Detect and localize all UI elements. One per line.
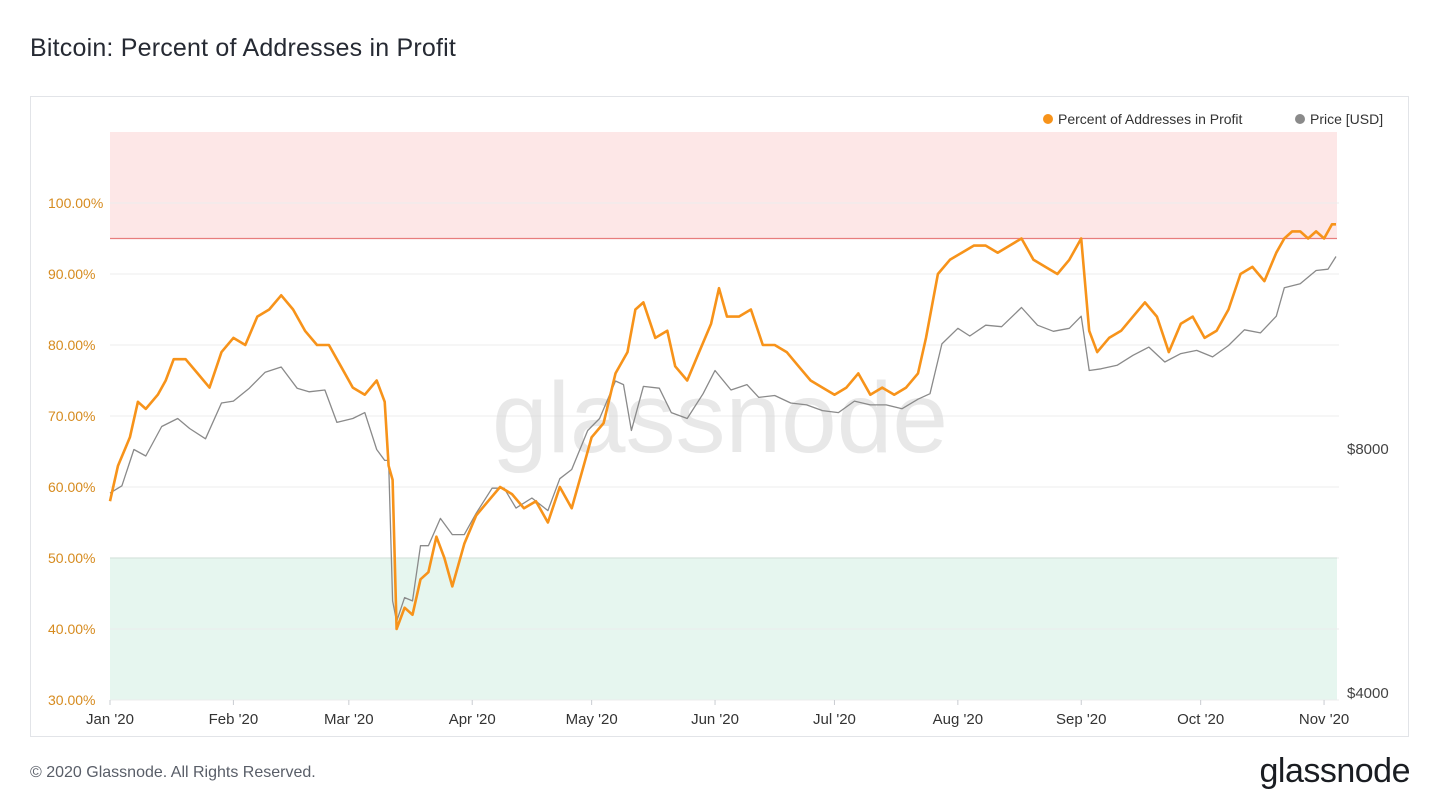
grid-lines [110,202,1339,701]
copyright-footer: © 2020 Glassnode. All Rights Reserved. [30,764,316,781]
upper-band [110,132,1337,239]
x-tick-label: May '20 [566,711,618,728]
left-tick-label: 70.00% [48,408,95,424]
x-tick-label: Jul '20 [813,711,856,728]
left-axis-ticks: 30.00% 40.00% 50.00% 60.00% 70.00% 80.00% 90.0… [48,195,103,708]
price-series-line [109,256,1337,623]
legend-label: Percent of Addresses in Profit [1058,111,1243,127]
x-tick-label: Feb '20 [209,711,259,728]
x-tick-label: Oct '20 [1177,711,1224,728]
x-tick-label: Mar '20 [324,711,374,728]
left-tick-label: 60.00% [48,479,95,495]
left-tick-label: 40.00% [48,621,95,637]
chart-frame [30,96,1409,737]
series-lines [108,223,1337,631]
brand-logo: glassnode [1259,752,1410,790]
legend-marker [1295,114,1305,124]
left-tick-label: 80.00% [48,337,95,353]
legend-label: Price [USD] [1310,111,1383,127]
left-tick-label: 100.00% [48,195,103,211]
x-tick-label: Aug '20 [933,711,983,728]
chart-title: Bitcoin: Percent of Addresses in Profit [30,34,457,62]
legend-marker [1043,114,1053,124]
left-tick-label: 30.00% [48,692,95,708]
x-axis-ticks: Jan '20 Feb '20 Mar '20 Apr '20 May '20 Jun '… [86,700,1349,728]
right-axis-ticks: $4000 $8000 [1347,441,1389,702]
x-tick-label: Sep '20 [1056,711,1106,728]
right-tick-label: $8000 [1347,441,1389,458]
right-tick-label: $4000 [1347,685,1389,702]
legend: Percent of Addresses in Profit Price [USD… [1043,111,1383,127]
x-tick-label: Nov '20 [1299,711,1349,728]
watermark: glassnode [492,362,948,474]
left-tick-label: 50.00% [48,550,95,566]
x-tick-label: Jan '20 [86,711,134,728]
x-tick-label: Jun '20 [691,711,739,728]
left-tick-label: 90.00% [48,266,95,282]
x-tick-label: Apr '20 [449,711,496,728]
profit-series-line [108,223,1336,631]
